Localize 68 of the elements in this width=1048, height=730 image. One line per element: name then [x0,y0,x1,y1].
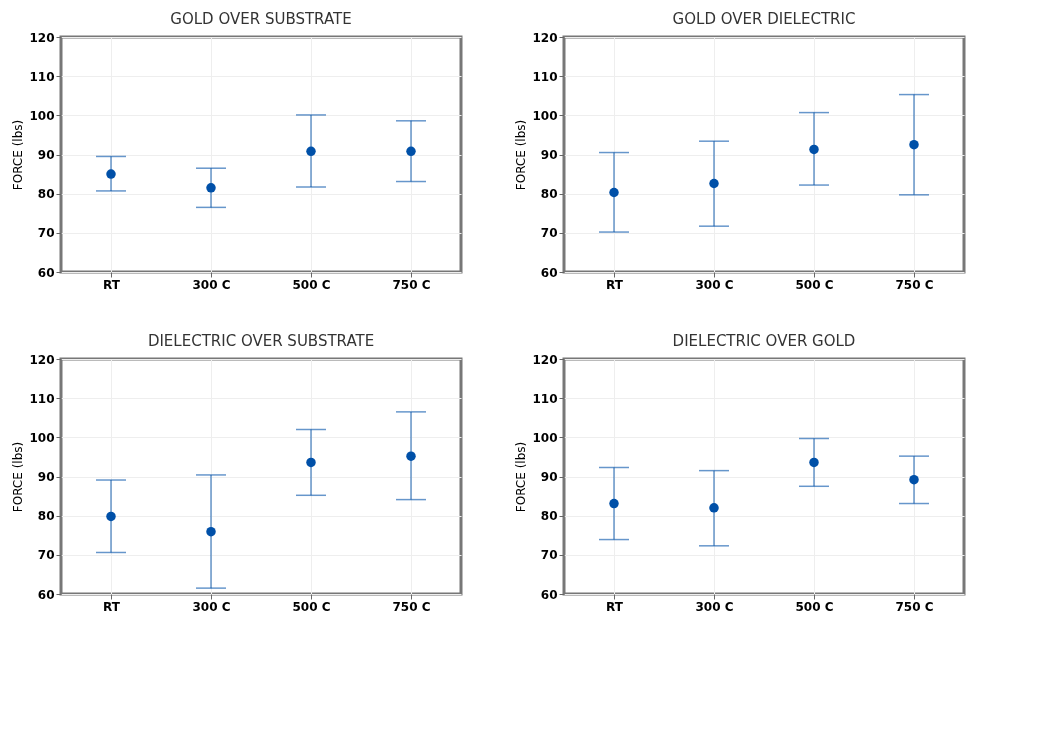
x-tick-label: 500 C [292,277,331,292]
chart-title: DIELECTRIC OVER GOLD [672,332,856,350]
y-tick-label: 90 [540,470,558,484]
point [406,146,416,157]
y-tick-label: 60 [540,265,558,280]
y-tick-label: 70 [540,548,558,563]
y-tick-label: 60 [37,587,55,602]
y-tick-label: 100 [532,430,558,445]
chart-title: GOLD OVER SUBSTRATE [170,10,352,28]
x-tick-label: 500 C [795,277,834,292]
y-tick-label: 120 [29,352,55,367]
y-tick-label: 100 [29,430,55,445]
y-tick-label: 110 [532,69,558,84]
x-tick-label: 750 C [895,599,934,614]
x-tick-label: 750 C [895,277,934,292]
point [206,183,216,193]
x-tick-label: 500 C [292,599,331,614]
point [909,474,919,485]
y-tick-label: 90 [37,470,55,484]
y-tick-label: 80 [540,509,558,524]
point [809,457,819,468]
point [609,498,619,509]
y-tick-label: 70 [37,226,55,241]
y-tick-label: 60 [37,265,55,280]
x-tick-label: RT [606,277,624,292]
chart-title: GOLD OVER DIELECTRIC [672,10,856,28]
y-axis-title: FORCE (lbs) [11,441,26,513]
y-tick-label: 100 [29,108,55,123]
point [206,526,216,537]
y-tick-label: 120 [532,30,558,45]
point [306,146,316,157]
point [106,169,116,179]
y-axis-title: FORCE (lbs) [11,119,26,191]
point [306,457,316,468]
y-tick-label: 70 [37,548,55,563]
y-tick-label: 120 [29,30,55,45]
point [909,139,919,150]
y-tick-label: 110 [29,69,55,84]
x-tick-label: 300 C [192,599,231,614]
y-axis-title: FORCE (lbs) [514,441,529,513]
y-tick-label: 70 [540,226,558,241]
y-tick-label: 90 [540,148,558,162]
point [709,503,719,513]
y-tick-label: 110 [532,391,558,406]
x-tick-label: RT [103,277,121,292]
point [709,178,719,189]
y-tick-label: 60 [540,587,558,602]
x-tick-label: 300 C [192,277,231,292]
x-tick-label: 750 C [392,599,431,614]
y-axis-title: FORCE (lbs) [514,119,529,191]
chart-title: DIELECTRIC OVER SUBSTRATE [147,332,375,350]
y-tick-label: 80 [540,187,558,202]
x-tick-label: 300 C [695,599,734,614]
point [406,451,416,461]
x-tick-label: 300 C [695,277,734,292]
x-tick-label: 500 C [795,599,834,614]
x-tick-label: RT [606,599,624,614]
point [809,144,819,155]
x-tick-label: RT [103,599,121,614]
y-tick-label: 90 [37,148,55,162]
y-tick-label: 110 [29,391,55,406]
y-tick-label: 80 [37,509,55,524]
point [106,511,116,522]
x-tick-label: 750 C [392,277,431,292]
y-tick-label: 80 [37,187,55,202]
point [609,187,619,198]
y-tick-label: 100 [532,108,558,123]
y-tick-label: 120 [532,352,558,367]
